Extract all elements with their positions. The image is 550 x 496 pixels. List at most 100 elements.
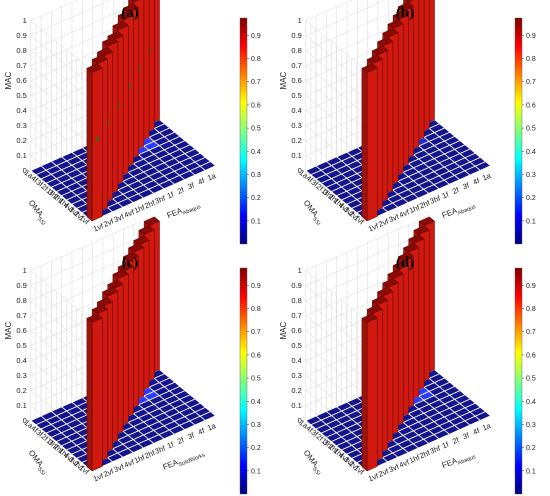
x-tick-label: 1vf bbox=[92, 221, 105, 233]
bar-top bbox=[392, 10, 409, 20]
z-tick-label: 0.4 bbox=[16, 356, 26, 365]
x-tick-label: 4vf bbox=[398, 457, 411, 469]
bar-top bbox=[377, 287, 394, 297]
z-tick-label: 0.3 bbox=[291, 371, 301, 380]
z-tick-label: 0.1 bbox=[291, 151, 301, 160]
bar-top bbox=[361, 63, 378, 73]
z-tick-label: 1 bbox=[298, 266, 302, 275]
floor-bar bbox=[474, 411, 492, 421]
x-tick-label: 1hf bbox=[408, 453, 422, 466]
colorbar-tick-label: 0.2 bbox=[526, 195, 536, 202]
colorbar-tick-label: 0.1 bbox=[251, 468, 261, 475]
bar-face bbox=[86, 317, 93, 472]
bar-top bbox=[405, 0, 414, 3]
bar-top bbox=[418, 216, 435, 226]
x-tick-label: 2f bbox=[451, 185, 461, 196]
y-axis-title: OMASSI bbox=[25, 448, 51, 477]
panel-label: (d) bbox=[396, 255, 414, 271]
z-axis-title: MAC bbox=[279, 321, 288, 339]
colorbar-tick-label: 0.2 bbox=[251, 195, 261, 202]
y-tick-label: 4f bbox=[304, 174, 315, 186]
diagonal-bar bbox=[86, 313, 103, 472]
bar-top bbox=[377, 37, 394, 47]
x-tick-label: 1f bbox=[166, 439, 176, 450]
z-tick-label: 0.5 bbox=[291, 341, 301, 350]
z-tick-label: 0.3 bbox=[16, 121, 26, 130]
z-tick-label: 0.5 bbox=[16, 91, 26, 100]
bar-top bbox=[382, 278, 399, 288]
colorbar-tick-label: 0.4 bbox=[251, 149, 261, 156]
colorbar-scale bbox=[239, 17, 248, 245]
x-tick-label: 3hf bbox=[428, 443, 442, 456]
bar-top bbox=[112, 20, 129, 31]
colorbar-tick-label: 0.3 bbox=[526, 422, 536, 429]
bar-top bbox=[143, 216, 160, 226]
diagonal-bars bbox=[361, 216, 435, 472]
x-tick-label: 1hf bbox=[408, 203, 422, 216]
colorbar-tick-label: 0.4 bbox=[526, 149, 536, 156]
x-tick-label: 4vf bbox=[398, 207, 411, 219]
z-tick-label: 0 bbox=[23, 416, 27, 425]
x-axis-title-main: FEA bbox=[161, 457, 179, 471]
colorbar: 0.1 0.2 0.3 0.4 0.5 0.6 0.7 0.8 0.9 bbox=[239, 267, 261, 495]
x-tick-label: 3hf bbox=[153, 193, 167, 206]
x-tick-label: 2hf bbox=[143, 448, 157, 461]
y-tick-label: 1f bbox=[45, 186, 56, 198]
z-tick-label: 0.2 bbox=[291, 386, 301, 395]
bar-top bbox=[130, 0, 139, 3]
x-tick-label: 2hf bbox=[143, 198, 157, 211]
z-tick-label: 0.7 bbox=[291, 311, 301, 320]
bar-top bbox=[397, 251, 415, 262]
colorbar-tick-label: 0.8 bbox=[526, 56, 536, 63]
x-tick-label: 3f bbox=[461, 180, 471, 191]
colorbar-scale bbox=[514, 267, 523, 495]
x-tick-label: 1a bbox=[206, 421, 218, 433]
y-axis-title-sub: SSI bbox=[36, 216, 46, 227]
bar-top bbox=[403, 243, 420, 253]
bar-top bbox=[382, 28, 399, 38]
x-axis-title: FEAAbaqus bbox=[441, 199, 477, 223]
bar-top bbox=[371, 295, 389, 306]
x-tick-label: 1f bbox=[441, 189, 451, 200]
x-axis-title: FEAAbaqus bbox=[441, 449, 477, 473]
x-tick-label: 1vf bbox=[92, 471, 105, 483]
panel-d: 00.10.20.30.40.50.60.70.80.91MAC1vf2vf3v… bbox=[279, 215, 536, 495]
x-axis-title-sub: Abaqus bbox=[457, 204, 477, 217]
panels-group: 00.10.20.30.40.50.60.70.80.91MAC1vf2vf3v… bbox=[4, 0, 536, 495]
bar-top bbox=[112, 269, 129, 279]
z-axis-title: MAC bbox=[279, 71, 288, 89]
bar-top bbox=[408, 234, 425, 244]
bar-artifact bbox=[95, 137, 99, 142]
x-tick-label: 3vf bbox=[112, 212, 125, 224]
x-tick-label: 3f bbox=[461, 430, 471, 441]
z-tick-label: 0.1 bbox=[16, 151, 26, 160]
bar-top bbox=[366, 54, 383, 64]
x-axis-title-main: FEA bbox=[441, 456, 459, 470]
bar-top bbox=[91, 304, 108, 314]
z-tick-label: 0.9 bbox=[16, 281, 26, 290]
y-tick-label: 2f bbox=[314, 432, 325, 444]
colorbar-tick-label: 0.9 bbox=[251, 33, 261, 40]
y-tick-label: 3f bbox=[34, 428, 45, 440]
y-tick-label: 4f bbox=[29, 174, 40, 186]
colorbar-scale bbox=[239, 267, 248, 495]
y-axis-title-main: OMA bbox=[27, 448, 46, 468]
bar-top bbox=[86, 313, 103, 323]
panel-label: (a) bbox=[121, 5, 139, 21]
y-tick-label: 3f bbox=[309, 178, 320, 190]
colorbar-tick-label: 0.9 bbox=[251, 283, 261, 290]
x-tick-label: 2f bbox=[176, 435, 186, 446]
bar-top bbox=[366, 304, 383, 314]
bar-top bbox=[361, 313, 378, 323]
colorbar-tick-label: 0.5 bbox=[526, 126, 536, 133]
bar-face bbox=[361, 317, 368, 472]
colorbar-tick-label: 0.1 bbox=[251, 218, 261, 225]
colorbar-scale bbox=[514, 17, 523, 245]
x-axis-title: FEASolidWorks bbox=[161, 447, 206, 474]
z-tick-label: 0.6 bbox=[16, 76, 26, 85]
x-tick-label: 1hf bbox=[133, 203, 147, 216]
y-axis-title-sub: SSI bbox=[36, 466, 46, 477]
colorbar-tick-label: 0.5 bbox=[526, 376, 536, 383]
z-tick-label: 0 bbox=[298, 416, 302, 425]
